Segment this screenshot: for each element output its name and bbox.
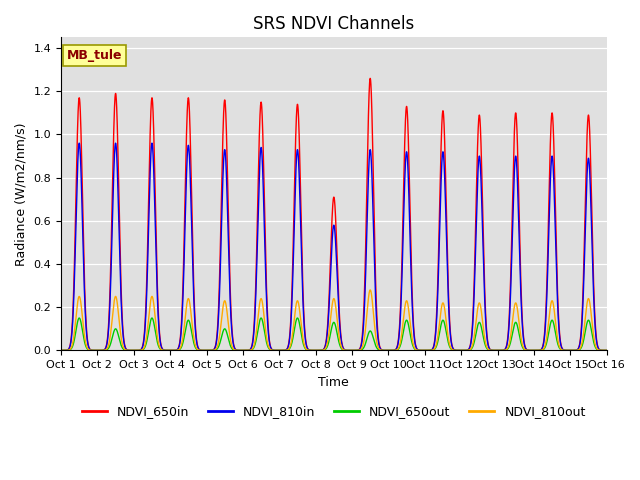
NDVI_650in [261,238,269,243]
NDVI_650out [262,334,269,339]
NDVI_810out [174,347,182,353]
NDVI_650out [409,343,417,349]
NDVI_810out [366,287,374,293]
NDVI_650in [57,348,65,353]
NDVI_810out [603,348,611,353]
NDVI_810in [174,347,182,352]
NDVI_650in [366,75,374,81]
NDVI_810out [261,324,269,330]
NDVI_810out [487,348,495,353]
Line: NDVI_650out: NDVI_650out [61,318,607,350]
NDVI_650in [487,347,495,353]
Text: MB_tule: MB_tule [67,49,122,62]
NDVI_810in [487,347,495,353]
NDVI_810out [168,348,176,353]
NDVI_810in [57,348,65,353]
NDVI_810in [603,348,611,353]
Line: NDVI_810out: NDVI_810out [61,290,607,350]
NDVI_810out [601,348,609,353]
NDVI_810in [168,348,176,353]
NDVI_650out [174,348,182,353]
Title: SRS NDVI Channels: SRS NDVI Channels [253,15,415,33]
NDVI_650out [487,348,495,353]
NDVI_650in [601,348,609,353]
NDVI_650out [76,315,83,321]
NDVI_650in [174,346,182,352]
Line: NDVI_650in: NDVI_650in [61,78,607,350]
Y-axis label: Radiance (W/m2/nm/s): Radiance (W/m2/nm/s) [15,122,28,265]
NDVI_810out [409,341,417,347]
NDVI_650out [601,348,609,353]
NDVI_650out [57,348,65,353]
NDVI_810in [409,320,417,326]
NDVI_810in [76,140,83,146]
NDVI_650in [409,314,417,320]
NDVI_650in [603,348,611,353]
NDVI_650out [603,348,611,353]
X-axis label: Time: Time [319,376,349,389]
Line: NDVI_810in: NDVI_810in [61,143,607,350]
NDVI_650in [168,348,176,353]
NDVI_650out [168,348,176,353]
NDVI_810in [262,260,269,266]
NDVI_810out [57,348,65,353]
Legend: NDVI_650in, NDVI_810in, NDVI_650out, NDVI_810out: NDVI_650in, NDVI_810in, NDVI_650out, NDV… [77,400,591,423]
NDVI_810in [601,348,609,353]
